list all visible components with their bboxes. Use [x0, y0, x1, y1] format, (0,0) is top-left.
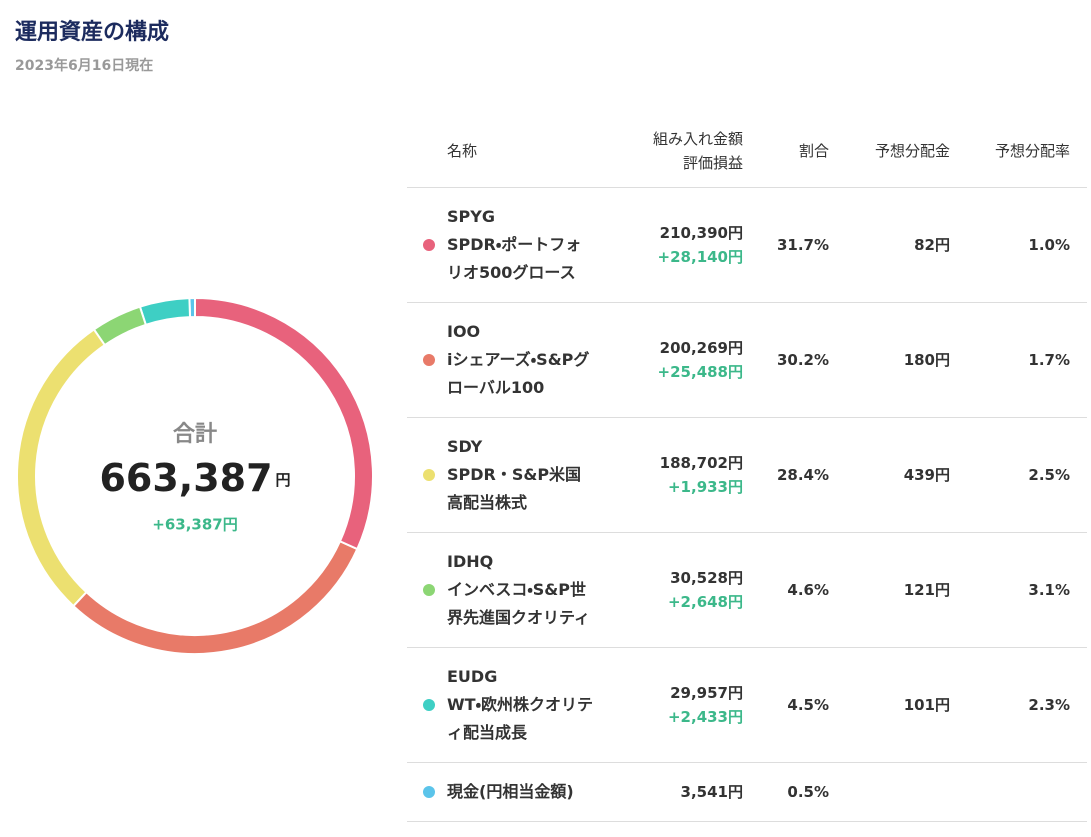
as-of-date: 2023年6月16日現在: [15, 58, 154, 74]
gain: +28,140円: [657, 248, 743, 266]
total-value: 663,387: [99, 456, 272, 500]
donut-segment: [194, 296, 374, 551]
ratio: 30.2%: [776, 351, 829, 369]
column-header: 予想分配金: [874, 142, 950, 160]
total-gain: +63,387円: [152, 516, 237, 534]
gain: +2,433円: [667, 708, 743, 726]
column-header: 組み入れ金額: [652, 130, 743, 148]
page-title: 運用資産の構成: [15, 20, 170, 45]
color-dot: [423, 239, 435, 251]
holding-name: 現金(円相当金額): [447, 778, 597, 806]
amount: 29,957円: [670, 684, 743, 702]
column-header: 評価損益: [682, 154, 743, 172]
header-row: 名称 組み入れ金額評価損益 割合 予想分配金 予想分配率: [407, 115, 1087, 188]
color-dot: [423, 469, 435, 481]
holding-row: 現金(円相当金額) 3,541円 0.5%: [407, 763, 1087, 822]
column-header: 名称: [447, 142, 478, 160]
ticker: SDY: [447, 437, 483, 456]
amount: 3,541円: [680, 783, 743, 801]
column-header: 予想分配率: [994, 142, 1070, 160]
holding-row: IOO iシェアーズ・S&Pグローバル100 200,269円 +25,488円 30.…: [407, 303, 1087, 418]
donut-segment: [138, 297, 192, 327]
ratio: 31.7%: [776, 236, 829, 254]
amount-cell: 210,390円 +28,140円: [597, 221, 743, 269]
amount-cell: 188,702円 +1,933円: [597, 451, 743, 499]
ratio: 0.5%: [787, 783, 829, 801]
amount: 210,390円: [659, 224, 743, 242]
dividend: 101円: [903, 696, 950, 714]
yield: 1.7%: [1028, 351, 1070, 369]
ticker: IOO: [447, 322, 481, 341]
ticker: EUDG: [447, 667, 498, 686]
column-header: 割合: [798, 142, 829, 160]
dividend: 439円: [903, 466, 950, 484]
amount: 30,528円: [670, 569, 743, 587]
dividend: 180円: [903, 351, 950, 369]
holding-row: SDY SPDR・S&P米国高配当株式 188,702円 +1,933円 28.4% 43…: [407, 418, 1087, 533]
yield: 2.5%: [1028, 466, 1070, 484]
amount: 200,269円: [659, 339, 743, 357]
center-label: 合計: [173, 421, 217, 447]
ratio: 4.5%: [787, 696, 829, 714]
yield: 1.0%: [1028, 236, 1070, 254]
color-dot: [423, 699, 435, 711]
ticker: SPYG: [447, 207, 495, 226]
yield: 3.1%: [1028, 581, 1070, 599]
amount-cell: 29,957円 +2,433円: [597, 681, 743, 729]
dividend: 82円: [914, 236, 950, 254]
amount-cell: 3,541円: [597, 780, 743, 804]
holding-row: IDHQ インベスコ・S&P世界先進国クオリティ 30,528円 +2,648円 4.6…: [407, 533, 1087, 648]
fund-name: 現金(円相当金額): [447, 782, 574, 801]
gain: +2,648円: [667, 593, 743, 611]
ticker: IDHQ: [447, 552, 494, 571]
holding-name: EUDG WT・欧州株クオリティ配当成長: [447, 663, 597, 747]
total: 663,387 円: [99, 456, 290, 500]
color-dot: [423, 584, 435, 596]
fund-name: インベスコ・S&P世界先進国クオリティ: [447, 580, 591, 627]
donut-chart: 合計 663,387 円 +63,387円: [16, 296, 374, 655]
holding-row: SPYG SPDR・ポートフォリオ500グロース 210,390円 +28,140円 3…: [407, 188, 1087, 303]
donut-segment: [92, 305, 148, 347]
holdings-table: 名称 組み入れ金額評価損益 割合 予想分配金 予想分配率 SPYG SPDR・ポートフォリオ…: [407, 115, 1087, 822]
donut-segment: [72, 539, 359, 655]
ratio: 4.6%: [787, 581, 829, 599]
fund-name: SPDR・ポートフォリオ500グロース: [447, 235, 582, 282]
donut-segment: [16, 328, 107, 608]
color-dot: [423, 354, 435, 366]
amount-cell: 200,269円 +25,488円: [597, 336, 743, 384]
ratio: 28.4%: [776, 466, 829, 484]
holding-name: IDHQ インベスコ・S&P世界先進国クオリティ: [447, 548, 597, 632]
gain: +1,933円: [667, 478, 743, 496]
fund-name: iシェアーズ・S&Pグローバル100: [447, 350, 590, 397]
amount-cell: 30,528円 +2,648円: [597, 566, 743, 614]
holding-name: IOO iシェアーズ・S&Pグローバル100: [447, 318, 597, 402]
holding-row: EUDG WT・欧州株クオリティ配当成長 29,957円 +2,433円 4.5% 101…: [407, 648, 1087, 763]
gain: +25,488円: [657, 363, 743, 381]
column-header: 組み入れ金額評価損益: [597, 127, 743, 175]
amount: 188,702円: [659, 454, 743, 472]
color-dot: [423, 786, 435, 798]
holding-name: SPYG SPDR・ポートフォリオ500グロース: [447, 203, 597, 287]
yield: 2.3%: [1028, 696, 1070, 714]
total-unit: 円: [276, 471, 291, 489]
fund-name: SPDR・S&P米国高配当株式: [447, 465, 582, 512]
dividend: 121円: [903, 581, 950, 599]
holding-name: SDY SPDR・S&P米国高配当株式: [447, 433, 597, 517]
fund-name: WT・欧州株クオリティ配当成長: [447, 695, 594, 742]
